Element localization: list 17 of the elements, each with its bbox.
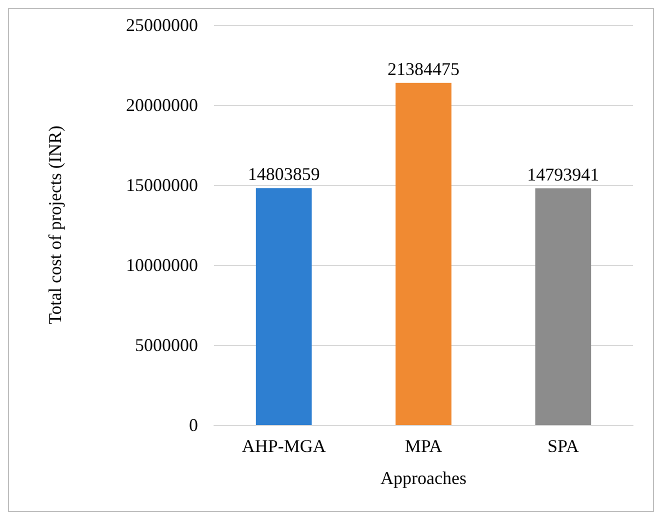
x-tick-label: SPA — [547, 436, 579, 456]
y-tick-label: 5000000 — [135, 335, 198, 355]
data-label: 14793941 — [527, 164, 600, 184]
y-tick-label: 10000000 — [126, 255, 198, 275]
y-tick-label: 15000000 — [126, 175, 198, 195]
bar — [256, 188, 312, 425]
x-axis-title: Approaches — [380, 468, 466, 488]
bar — [535, 188, 592, 425]
y-tick-label: 0 — [189, 415, 198, 435]
bar — [396, 82, 452, 425]
y-axis-title: Total cost of projects (INR) — [45, 126, 65, 324]
x-tick-label: MPA — [404, 436, 442, 456]
data-label: 14803859 — [248, 164, 320, 184]
y-tick-label: 20000000 — [126, 95, 198, 115]
x-tick-label: AHP-MGA — [242, 436, 326, 456]
y-tick-label: 25000000 — [126, 15, 198, 35]
data-label: 21384475 — [388, 58, 460, 79]
